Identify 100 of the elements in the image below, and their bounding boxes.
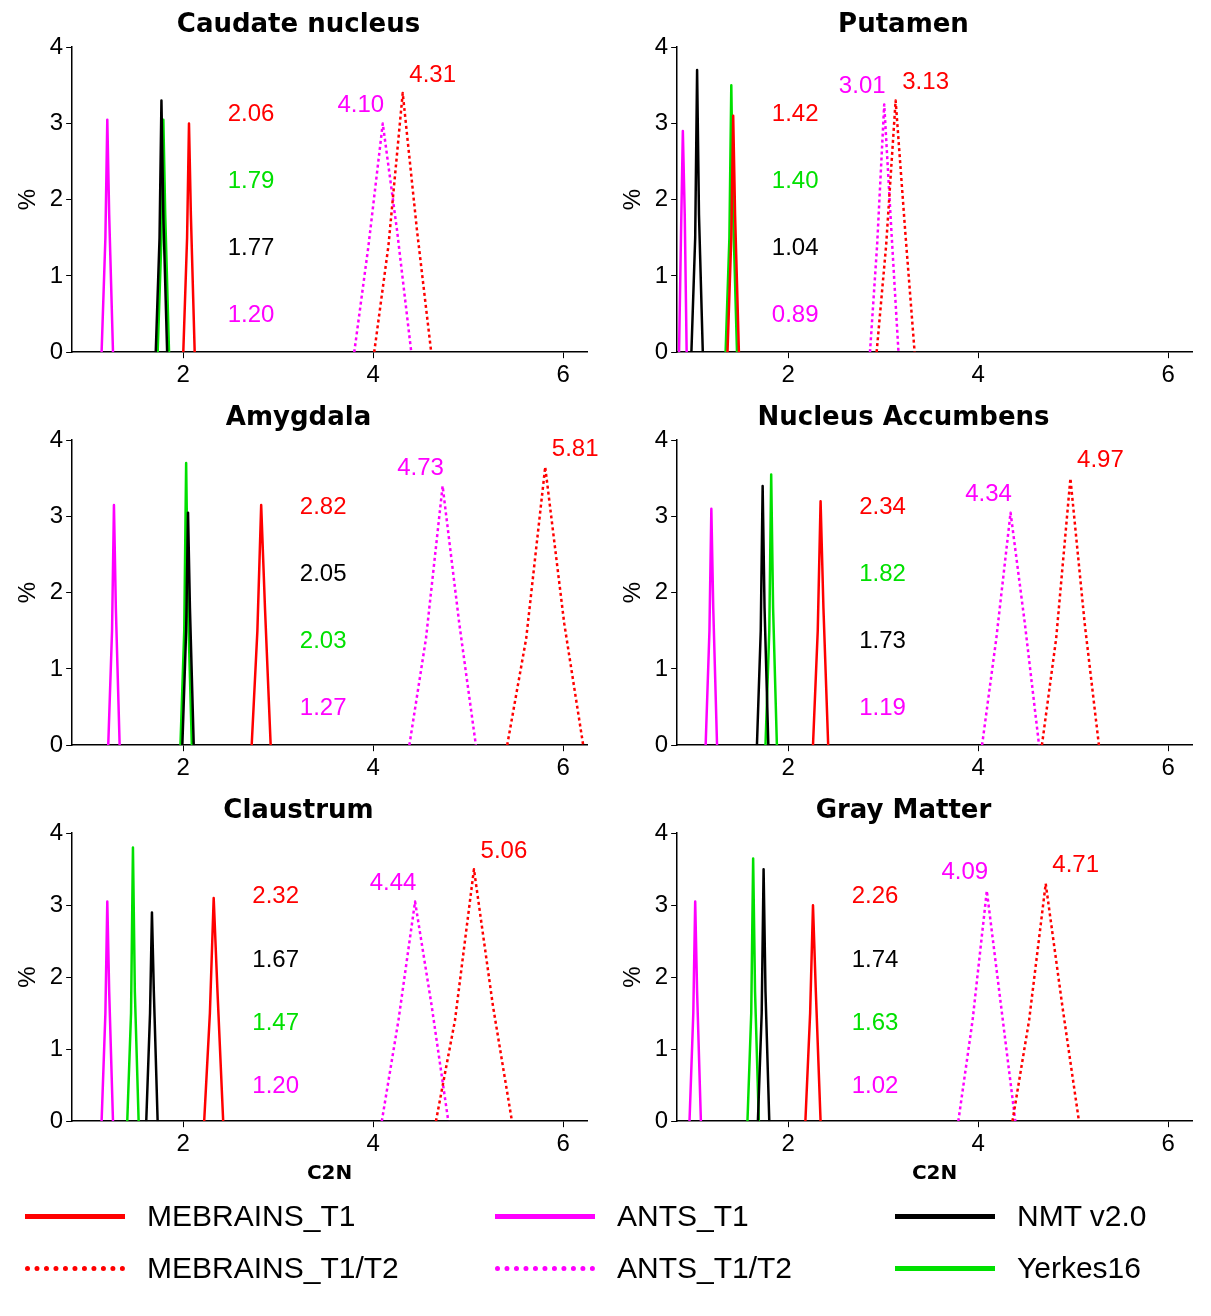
annotation: 1.20 <box>227 300 275 328</box>
x-tick-label: 4 <box>366 1129 380 1157</box>
annotation: 1.67 <box>252 944 300 972</box>
chart-title: Amygdala <box>225 401 372 432</box>
y-tick-label: 4 <box>654 31 669 59</box>
line-series <box>1011 882 1081 1122</box>
y-tick-label: 0 <box>654 1105 669 1133</box>
x-tick-label: 6 <box>1161 753 1175 781</box>
annotation: 4.44 <box>369 868 417 896</box>
x-tick-label: 4 <box>971 1129 985 1157</box>
y-tick-label: 1 <box>49 653 64 681</box>
x-tick-label: 6 <box>556 753 570 781</box>
y-axis-title: % <box>13 966 41 988</box>
annotation: 0.89 <box>771 300 819 328</box>
annotation: 1.19 <box>859 693 906 721</box>
annotation: 2.82 <box>299 491 347 519</box>
y-tick-label: 1 <box>49 1033 64 1061</box>
annotation: 4.97 <box>1077 444 1124 472</box>
chart-title: Gray Matter <box>815 794 992 825</box>
x-tick-label: 4 <box>366 360 380 388</box>
annotation: 1.04 <box>771 233 819 261</box>
y-tick-label: 3 <box>49 889 64 917</box>
annotation: 4.71 <box>1052 850 1100 878</box>
y-tick-label: 4 <box>49 817 64 845</box>
y-tick-label: 1 <box>49 260 64 288</box>
annotation: 2.03 <box>299 626 347 654</box>
legend-label: ANTS_T1 <box>617 1199 749 1233</box>
annotation: 2.34 <box>859 491 906 519</box>
y-tick-label: 0 <box>49 729 64 757</box>
legend-label: ANTS_T1/T2 <box>617 1251 793 1285</box>
annotation: 4.73 <box>397 452 444 480</box>
legend-label: NMT v2.0 <box>1017 1199 1147 1233</box>
annotation: 3.01 <box>838 71 886 99</box>
annotation: 4.09 <box>941 857 989 885</box>
x-axis-title: C2N <box>911 1160 958 1185</box>
annotation: 1.20 <box>252 1071 300 1099</box>
line-series <box>408 484 478 746</box>
annotation: 4.34 <box>965 479 1012 507</box>
y-tick-label: 2 <box>654 577 669 605</box>
y-tick-label: 1 <box>654 653 669 681</box>
y-tick-label: 3 <box>654 108 669 136</box>
x-tick-label: 6 <box>1161 360 1175 388</box>
chart-title: Claustrum <box>223 794 374 825</box>
y-tick-label: 3 <box>49 108 64 136</box>
x-tick-label: 2 <box>781 1129 795 1157</box>
y-tick-label: 0 <box>654 336 669 364</box>
y-tick-label: 4 <box>49 31 64 59</box>
annotation: 1.47 <box>252 1007 300 1035</box>
chart-title: Caudate nucleus <box>176 8 421 39</box>
annotation: 1.40 <box>771 166 819 194</box>
y-tick-label: 3 <box>654 501 669 529</box>
x-tick-label: 2 <box>781 753 795 781</box>
y-axis-title: % <box>618 582 646 604</box>
annotation: 1.79 <box>227 166 275 194</box>
annotation: 2.06 <box>227 98 275 126</box>
y-axis-title: % <box>618 966 646 988</box>
annotation: 5.81 <box>551 433 599 461</box>
legend-label: Yerkes16 <box>1017 1251 1141 1285</box>
line-series <box>434 867 514 1122</box>
y-tick-label: 1 <box>654 1033 669 1061</box>
x-tick-label: 6 <box>1161 1129 1175 1157</box>
annotation: 5.06 <box>480 835 528 863</box>
y-tick-label: 0 <box>654 729 669 757</box>
annotation: 1.42 <box>771 98 819 126</box>
y-tick-label: 0 <box>49 1105 64 1133</box>
line-series <box>875 99 916 353</box>
y-tick-label: 4 <box>49 424 64 452</box>
x-tick-label: 2 <box>176 1129 190 1157</box>
annotation: 1.02 <box>851 1071 899 1099</box>
x-tick-label: 4 <box>366 753 380 781</box>
annotation: 1.74 <box>851 944 899 972</box>
annotation: 2.32 <box>252 881 300 909</box>
annotation: 3.13 <box>902 67 949 95</box>
legend-label: MEBRAINS_T1 <box>147 1199 356 1233</box>
y-tick-label: 3 <box>654 889 669 917</box>
x-tick-label: 2 <box>176 753 190 781</box>
y-tick-label: 2 <box>49 577 64 605</box>
line-series <box>380 900 450 1122</box>
x-tick-label: 4 <box>971 360 985 388</box>
line-series <box>980 511 1041 746</box>
annotation: 1.73 <box>859 626 906 654</box>
x-axis-title: C2N <box>306 1160 353 1185</box>
annotation: 1.27 <box>299 693 347 721</box>
y-axis-title: % <box>618 189 646 211</box>
x-tick-label: 6 <box>556 360 570 388</box>
y-tick-label: 2 <box>49 961 64 989</box>
y-axis-title: % <box>13 582 41 604</box>
y-tick-label: 2 <box>654 184 669 212</box>
line-series <box>505 465 585 746</box>
x-tick-label: 4 <box>971 753 985 781</box>
y-tick-label: 4 <box>654 424 669 452</box>
y-tick-label: 3 <box>49 501 64 529</box>
annotation: 2.26 <box>851 881 899 909</box>
annotation: 4.10 <box>337 90 385 118</box>
line-series <box>1040 477 1101 746</box>
y-tick-label: 2 <box>654 961 669 989</box>
y-tick-label: 2 <box>49 184 64 212</box>
chart-title: Putamen <box>838 8 969 39</box>
chart-title: Nucleus Accumbens <box>757 401 1050 432</box>
annotation: 2.05 <box>299 559 347 587</box>
